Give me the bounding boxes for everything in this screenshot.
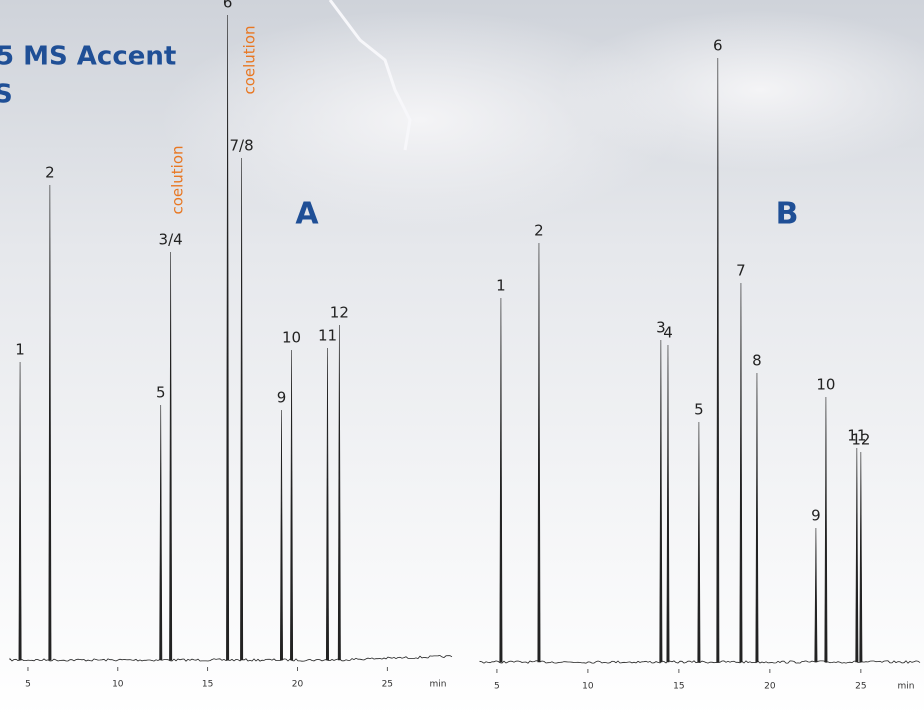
x-tick-label: 15 (673, 682, 684, 692)
peak (716, 57, 720, 663)
annotation: coelution (169, 145, 187, 214)
peak-label: 3/4 (159, 231, 183, 249)
baseline (479, 660, 921, 664)
peak (659, 339, 663, 663)
peak-label: 10 (816, 376, 835, 394)
peak (279, 409, 283, 661)
peak-label: 11 (318, 327, 337, 345)
x-tick-label: 25 (855, 682, 866, 692)
peak (824, 396, 828, 663)
peak-label: 5 (156, 384, 166, 402)
peak (537, 242, 541, 663)
peak-label: 5 (694, 401, 704, 419)
peak-label: 2 (534, 222, 544, 240)
x-tick-label: 20 (292, 680, 304, 690)
peak (226, 14, 230, 661)
peak (499, 297, 503, 663)
peak-label: 2 (45, 164, 55, 182)
peak-label: 6 (713, 37, 723, 55)
peak (814, 527, 818, 663)
x-tick-label: 25 (382, 680, 393, 690)
peak (739, 282, 743, 663)
peak (169, 251, 173, 661)
peak-label: 3 (656, 319, 666, 337)
peak-label: 4 (663, 324, 673, 342)
peak-label: 11 (847, 427, 866, 445)
peak-label: 9 (811, 507, 821, 525)
peak (240, 157, 244, 661)
lightning (328, 0, 412, 151)
x-tick-label: 5 (25, 680, 31, 690)
panel-label: B (776, 197, 799, 232)
annotation: coelution (241, 25, 259, 94)
chart-title: 5 MS Accent (0, 42, 176, 72)
x-unit: min (898, 682, 915, 692)
peak (697, 421, 701, 663)
peak (290, 349, 294, 661)
x-tick-label: 15 (202, 680, 213, 690)
x-tick-label: 10 (582, 682, 594, 692)
peak-label: 12 (330, 304, 349, 322)
peak (855, 447, 859, 663)
baseline (9, 655, 453, 662)
cloud (560, 10, 924, 170)
panel-label: A (295, 197, 319, 232)
peak-label: 7/8 (230, 137, 254, 155)
peak (755, 372, 759, 663)
peak (666, 344, 670, 663)
peak-label: 10 (282, 329, 301, 347)
chart-title: S (0, 80, 13, 110)
peak (337, 324, 341, 661)
peak-label: 6 (223, 0, 233, 12)
peak (18, 361, 22, 661)
peak-label: 8 (752, 352, 762, 370)
peak (325, 347, 329, 661)
peak (48, 184, 52, 661)
peak-label: 1 (496, 277, 506, 295)
peak (159, 404, 163, 661)
x-tick-label: 10 (112, 680, 124, 690)
peak (859, 451, 863, 663)
x-tick-label: 20 (764, 682, 776, 692)
peak-label: 12 (851, 431, 870, 449)
peak-label: 7 (736, 262, 746, 280)
peak-label: 1 (15, 341, 25, 359)
peak-label: 9 (277, 389, 287, 407)
x-tick-label: 5 (494, 682, 500, 692)
x-unit: min (430, 680, 447, 690)
cloud (160, 10, 680, 230)
